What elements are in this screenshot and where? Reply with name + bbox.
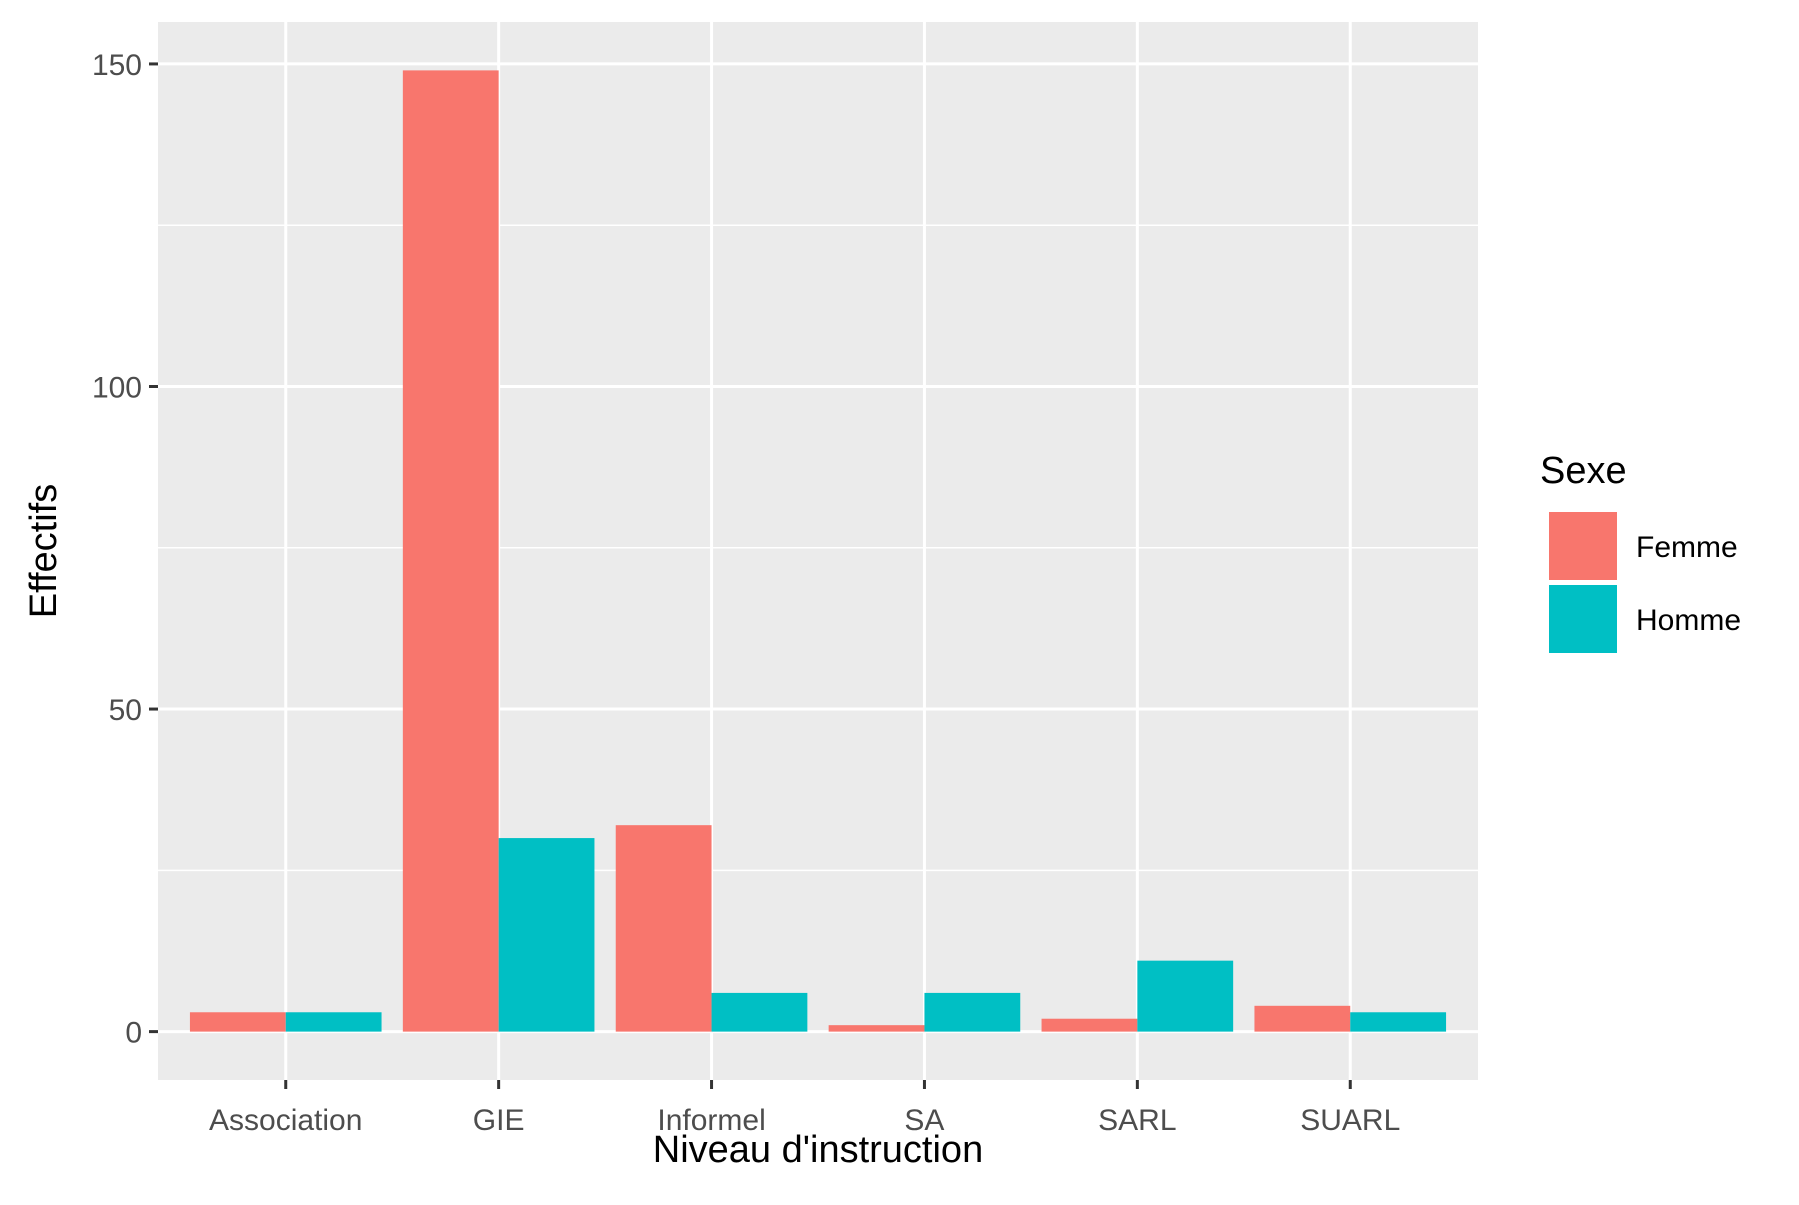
legend: Sexe Femme Homme bbox=[1540, 450, 1741, 655]
plot-panel bbox=[158, 22, 1478, 1080]
bar-homme bbox=[924, 992, 1021, 1032]
bar-femme bbox=[615, 825, 712, 1032]
x-axis: Association GIE Informel SA SARL SUARL bbox=[209, 1080, 1400, 1137]
y-tick-label: 100 bbox=[92, 371, 142, 404]
x-tick-label: Informel bbox=[657, 1104, 765, 1137]
bar-femme bbox=[828, 1025, 925, 1032]
y-tick-label: 0 bbox=[125, 1017, 142, 1050]
legend-label-femme: Femme bbox=[1636, 531, 1738, 564]
legend-label-homme: Homme bbox=[1636, 604, 1741, 637]
y-tick-label: 150 bbox=[92, 49, 142, 82]
bar-homme bbox=[1137, 960, 1234, 1032]
bar-femme bbox=[1254, 1005, 1351, 1032]
legend-key-femme bbox=[1547, 510, 1619, 582]
bar-homme bbox=[711, 992, 808, 1032]
bar-homme bbox=[1350, 1012, 1447, 1032]
bar-homme bbox=[498, 838, 595, 1032]
y-axis-title: Effectifs bbox=[23, 484, 65, 618]
y-tick-label: 50 bbox=[109, 694, 142, 727]
x-axis-title: Niveau d'instruction bbox=[653, 1129, 983, 1171]
x-tick-label: SA bbox=[904, 1104, 944, 1137]
y-axis: 0 50 100 150 bbox=[92, 49, 158, 1050]
legend-title: Sexe bbox=[1540, 450, 1627, 492]
bar-homme bbox=[285, 1012, 382, 1032]
bar-femme bbox=[402, 70, 499, 1032]
x-tick-label: SARL bbox=[1098, 1104, 1176, 1137]
x-tick-label: SUARL bbox=[1300, 1104, 1400, 1137]
x-tick-label: GIE bbox=[473, 1104, 525, 1137]
x-tick-label: Association bbox=[209, 1104, 362, 1137]
bars bbox=[189, 70, 1447, 1032]
bar-femme bbox=[1041, 1018, 1138, 1032]
legend-key-homme bbox=[1547, 583, 1619, 655]
bar-femme bbox=[189, 1012, 286, 1032]
